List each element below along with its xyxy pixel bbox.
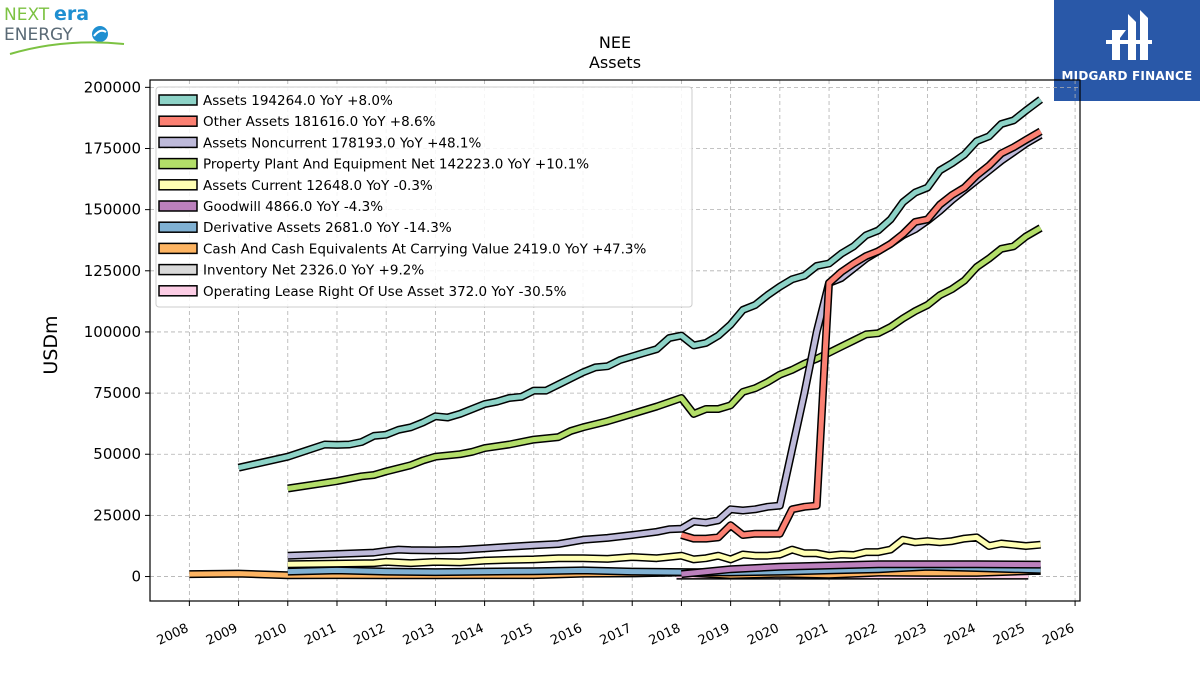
logo-era-text: era xyxy=(54,3,89,25)
midgard-finance-logo: MIDGARD FINANCE xyxy=(1054,0,1200,101)
x-axis-ticks: 2008 2009 2010 2011 2012 2013 2014 2015 2016 2017… xyxy=(155,601,1077,649)
legend-entry: Assets 194264.0 YoY +8.0% xyxy=(203,93,393,109)
y-axis-ticks: 0 25000 50000 75000 100000 125000 150000 175000… xyxy=(84,78,150,586)
nextera-logo-graphic: NEXT era ENERGY xyxy=(4,3,125,55)
x-tick-label: 2013 xyxy=(401,621,437,649)
x-tick-label: 2024 xyxy=(942,621,978,649)
legend-entry: Other Assets 181616.0 YoY +8.6% xyxy=(203,114,436,130)
x-tick-label: 2020 xyxy=(745,621,781,649)
x-tick-label: 2025 xyxy=(991,621,1027,649)
legend-entry: Cash And Cash Equivalents At Carrying Va… xyxy=(203,241,647,257)
x-tick-label: 2014 xyxy=(450,621,486,649)
x-tick-label: 2016 xyxy=(548,621,584,649)
y-tick-label: 200000 xyxy=(84,78,141,96)
x-tick-label: 2017 xyxy=(598,621,634,649)
x-tick-label: 2019 xyxy=(696,621,732,649)
series-line-assets-current xyxy=(287,534,1041,567)
y-tick-label: 100000 xyxy=(84,323,141,341)
series-line-assets-noncurrent xyxy=(287,132,1042,559)
legend-swatch xyxy=(158,242,198,255)
legend-swatch xyxy=(158,136,198,149)
x-tick-label: 2021 xyxy=(794,621,830,649)
x-tick-label: 2026 xyxy=(1040,621,1076,649)
legend-box xyxy=(155,86,693,308)
midgard-finance-name: MIDGARD FINANCE xyxy=(1061,69,1193,83)
y-tick-label: 175000 xyxy=(84,139,141,157)
legend-entry: Operating Lease Right Of Use Asset 372.0… xyxy=(203,284,567,300)
x-tick-label: 2022 xyxy=(844,621,880,649)
series-lines xyxy=(189,96,1043,580)
y-tick-label: 125000 xyxy=(84,262,141,280)
legend-entry: Property Plant And Equipment Net 142223.… xyxy=(203,157,589,173)
series-line-goodwill xyxy=(681,561,1041,577)
legend-swatch xyxy=(158,263,198,276)
series-line-assets xyxy=(238,97,1043,471)
legend-swatch xyxy=(158,200,198,212)
legend-swatch xyxy=(158,285,198,297)
legend-swatch xyxy=(158,115,198,127)
x-tick-label: 2009 xyxy=(204,621,240,649)
chart-legend: Assets 194264.0 YoY +8.0% Other Assets 18… xyxy=(155,86,693,308)
x-tick-label: 2008 xyxy=(155,621,191,649)
x-tick-label: 2015 xyxy=(499,621,535,649)
chart-title: NEE xyxy=(599,33,631,52)
logo-next-text: NEXT xyxy=(4,5,50,25)
legend-swatch xyxy=(158,179,198,191)
midgard-emblem-icon xyxy=(1106,10,1152,60)
legend-swatch xyxy=(158,221,198,233)
logo-energy-text: ENERGY xyxy=(4,25,73,45)
x-tick-label: 2018 xyxy=(647,621,683,649)
logo-swoosh-icon xyxy=(9,41,125,55)
nextera-energy-logo: NEXT era ENERGY xyxy=(4,2,134,62)
y-tick-label: 75000 xyxy=(93,384,141,402)
legend-entry: Assets Current 12648.0 YoY -0.3% xyxy=(203,178,433,194)
y-axis-label: USDm xyxy=(40,315,62,374)
x-tick-label: 2010 xyxy=(253,621,289,649)
series-line-other-assets xyxy=(680,129,1042,542)
legend-entry: Inventory Net 2326.0 YoY +9.2% xyxy=(203,263,424,279)
legend-entry: Derivative Assets 2681.0 YoY -14.3% xyxy=(203,220,452,236)
series-line-property-plant-and-equipment-net xyxy=(287,225,1042,491)
chart-subtitle: Assets xyxy=(589,53,641,72)
legend-swatch xyxy=(158,94,198,106)
x-tick-label: 2011 xyxy=(302,621,338,649)
legend-entry: Assets Noncurrent 178193.0 YoY +48.1% xyxy=(203,135,481,151)
legend-swatch xyxy=(158,157,198,170)
x-tick-label: 2012 xyxy=(352,621,388,649)
y-tick-label: 0 xyxy=(131,568,141,586)
x-tick-label: 2023 xyxy=(893,621,929,649)
y-tick-label: 50000 xyxy=(93,445,141,463)
legend-entry: Goodwill 4866.0 YoY -4.3% xyxy=(203,199,383,215)
y-tick-label: 150000 xyxy=(84,201,141,219)
plot-area-frame xyxy=(149,79,1081,602)
y-tick-label: 25000 xyxy=(93,506,141,524)
